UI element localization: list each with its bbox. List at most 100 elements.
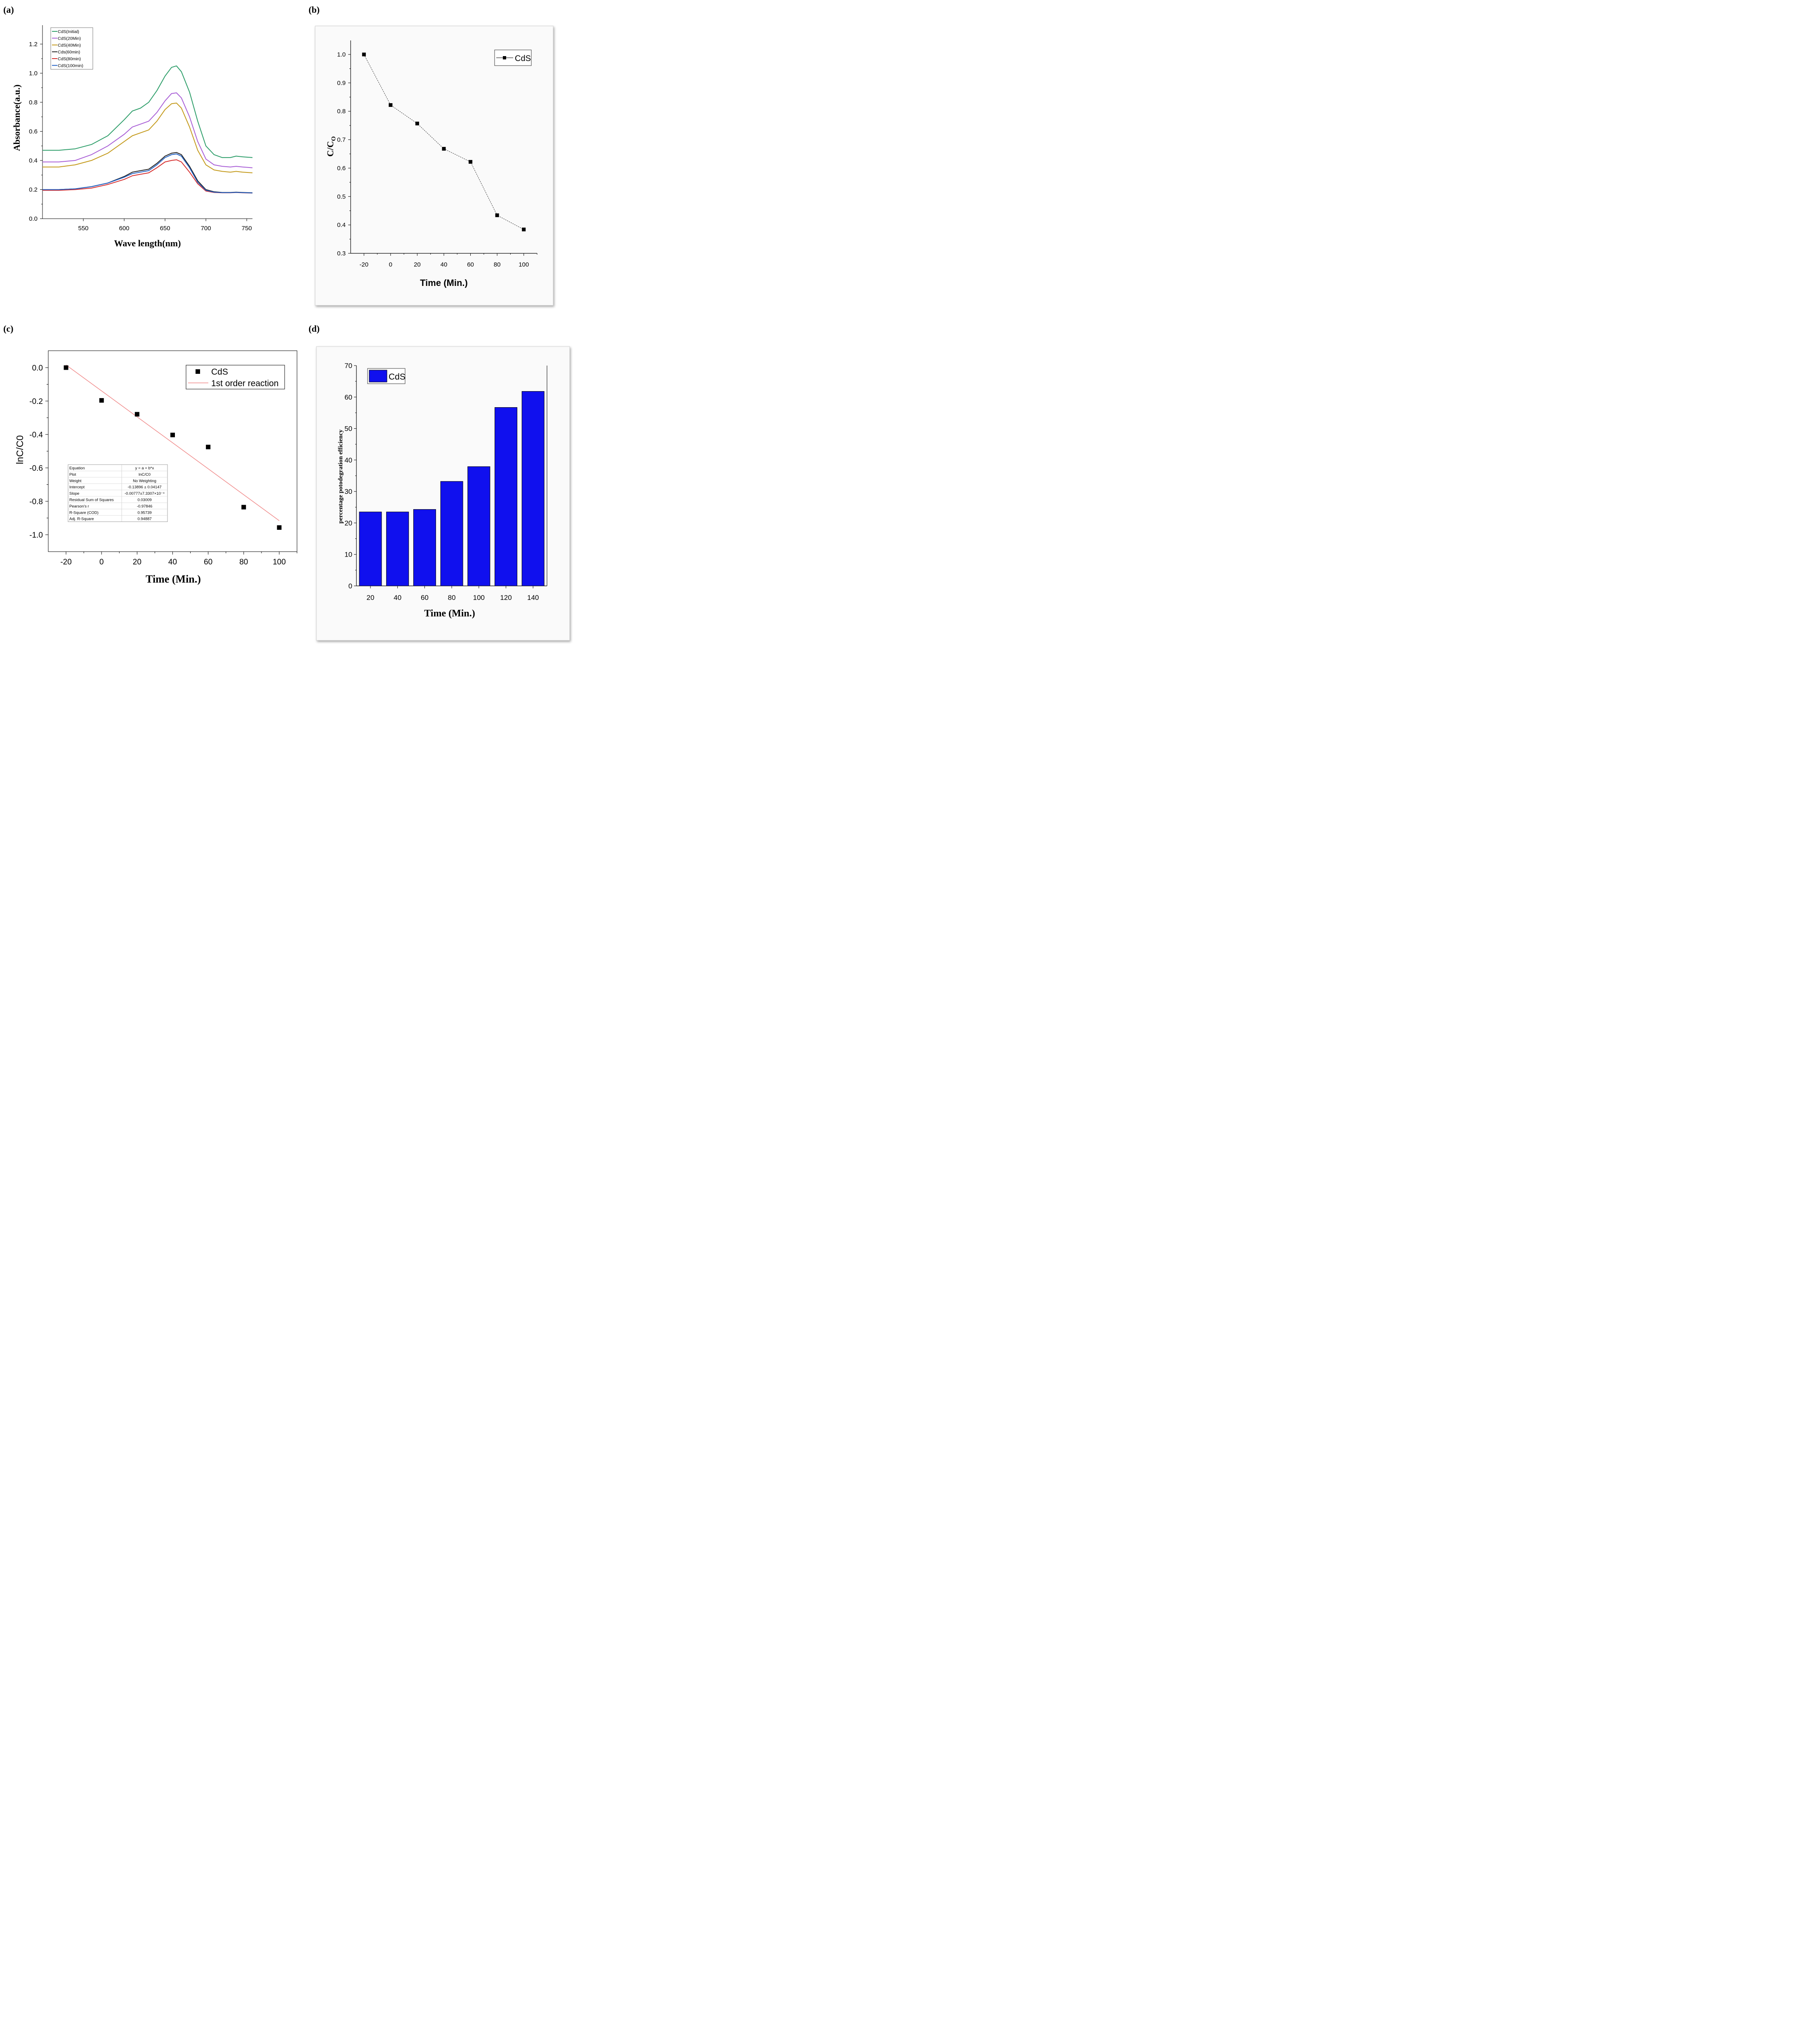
b-data-point bbox=[522, 227, 526, 231]
d-x-tick-label: 40 bbox=[394, 594, 401, 602]
b-data-point bbox=[389, 103, 393, 107]
b-x-tick-label: 0 bbox=[389, 261, 392, 268]
b-data-point bbox=[469, 160, 473, 164]
panel-label-a: (a) bbox=[3, 5, 14, 15]
b-x-tick-label: -20 bbox=[359, 261, 368, 268]
b-data-point bbox=[362, 52, 366, 57]
b-x-tick-label: 40 bbox=[441, 261, 448, 268]
c-fit-table-value: 0.94887 bbox=[137, 517, 151, 522]
c-fit-table-key: Adj. R-Square bbox=[69, 517, 94, 522]
d-bar bbox=[467, 466, 490, 586]
b-y-axis-subscript: O bbox=[330, 136, 337, 141]
c-fit-line bbox=[66, 364, 280, 521]
c-legend-marker bbox=[196, 369, 200, 374]
c-fit-table-value: lnC/C0 bbox=[139, 472, 151, 477]
c-data-point bbox=[170, 432, 175, 437]
a-series-line bbox=[42, 65, 253, 158]
b-x-tick-label: 20 bbox=[414, 261, 421, 268]
b-y-tick-label: 0.4 bbox=[337, 222, 346, 229]
d-x-tick-label: 120 bbox=[500, 594, 512, 602]
a-y-tick-label: 0.8 bbox=[29, 99, 38, 106]
c-fit-table-key: R-Square (COD) bbox=[69, 510, 99, 515]
c-data-point bbox=[241, 505, 246, 510]
chart-a: 0.0 0.2 0.4 0.6 0.8 1.0 1.2 550 600 650 700 750 Wave… bbox=[12, 25, 253, 248]
c-x-tick-label: 0 bbox=[99, 558, 104, 566]
a-y-tick-label: 0.0 bbox=[29, 215, 38, 222]
b-legend-label: CdS bbox=[515, 54, 531, 63]
a-legend-label: CdS(Initial) bbox=[58, 29, 79, 34]
d-y-tick-label: 40 bbox=[344, 456, 352, 464]
a-y-tick-label: 1.2 bbox=[29, 41, 38, 48]
c-fit-table-key: Slope bbox=[69, 491, 79, 496]
c-fit-table-key: Pearson's r bbox=[69, 504, 89, 509]
d-x-axis-title: Time (Min.) bbox=[424, 608, 475, 619]
c-y-tick-label: 0.0 bbox=[32, 364, 43, 373]
d-x-tick-label: 100 bbox=[473, 594, 485, 602]
c-x-tick-label: 80 bbox=[239, 558, 248, 566]
c-data-point bbox=[64, 365, 68, 370]
a-series-line bbox=[42, 102, 253, 173]
c-fit-table-value: 0.03009 bbox=[137, 498, 151, 503]
d-x-tick-label: 140 bbox=[527, 594, 539, 602]
d-y-tick-label: 10 bbox=[344, 551, 352, 559]
c-data-point bbox=[206, 444, 211, 449]
a-legend-label: CdS(20Min) bbox=[58, 36, 81, 41]
c-y-axis-title: lnC/C0 bbox=[14, 435, 25, 464]
c-legend-label-fit: 1st order reaction bbox=[211, 379, 278, 388]
a-x-tick-label: 700 bbox=[201, 225, 211, 232]
c-x-tick-label: 100 bbox=[273, 558, 286, 566]
c-y-tick-label: -1.0 bbox=[29, 531, 43, 540]
b-x-tick-label: 100 bbox=[519, 261, 529, 268]
a-y-axis-title: Absorbance(a.u.) bbox=[12, 85, 22, 151]
a-x-tick-label: 650 bbox=[160, 225, 170, 232]
a-y-tick-label: 0.6 bbox=[29, 128, 38, 135]
c-fit-table-value: -0.00777±7.3307×10⁻⁴ bbox=[125, 491, 165, 496]
d-legend-swatch bbox=[369, 370, 387, 382]
c-fit-table-key: Residual Sum of Squares bbox=[69, 498, 114, 503]
d-bar bbox=[386, 512, 409, 586]
figure-canvas: (a) (b) (c) (d) 0.0 0.2 0.4 0.6 0.8 1.0 1.2 550… bbox=[3, 5, 570, 641]
b-y-tick-label: 0.9 bbox=[337, 80, 346, 87]
c-fit-table bbox=[68, 464, 168, 522]
d-y-tick-label: 50 bbox=[344, 425, 352, 433]
b-y-tick-label: 0.6 bbox=[337, 165, 346, 172]
a-series-line bbox=[42, 153, 253, 194]
d-y-tick-label: 30 bbox=[344, 488, 352, 496]
a-y-tick-label: 0.4 bbox=[29, 157, 38, 164]
c-fit-table-value: 0.95739 bbox=[137, 510, 151, 515]
c-fit-table-key: Weight bbox=[69, 479, 82, 483]
c-fit-table-key: Intercept bbox=[69, 485, 85, 490]
c-x-axis-title: Time (Min.) bbox=[146, 573, 201, 585]
c-y-tick-label: -0.8 bbox=[29, 498, 43, 506]
c-data-point bbox=[134, 412, 139, 417]
c-fit-table-value: -0.13896 ± 0.04147 bbox=[127, 485, 161, 490]
d-x-tick-label: 80 bbox=[448, 594, 456, 602]
c-fit-table-value: No Weighting bbox=[133, 479, 156, 483]
a-series-line bbox=[42, 92, 253, 168]
panel-b-frame bbox=[315, 26, 554, 306]
b-data-point bbox=[442, 147, 446, 151]
d-x-tick-label: 60 bbox=[421, 594, 429, 602]
a-legend-label: CdS(100min) bbox=[58, 64, 83, 68]
c-data-point bbox=[277, 525, 282, 530]
c-fit-table-value: y = a + b*x bbox=[135, 466, 154, 471]
a-x-tick-label: 600 bbox=[119, 225, 130, 232]
d-y-tick-label: 60 bbox=[344, 393, 352, 401]
b-y-tick-label: 0.7 bbox=[337, 137, 346, 144]
c-legend-label-cds: CdS bbox=[211, 367, 228, 377]
figure: (a) (b) (c) (d) 0.0 0.2 0.4 0.6 0.8 1.0 1.2 550… bbox=[0, 0, 573, 646]
d-legend-label: CdS bbox=[389, 372, 406, 382]
b-y-tick-label: 0.5 bbox=[337, 193, 346, 200]
panel-label-d: (d) bbox=[309, 323, 320, 334]
c-y-tick-label: -0.6 bbox=[29, 464, 43, 473]
d-bar bbox=[521, 391, 545, 586]
c-x-tick-label: 60 bbox=[204, 558, 212, 566]
panel-label-b: (b) bbox=[309, 5, 320, 15]
c-fit-table-key: Plot bbox=[69, 472, 76, 477]
c-legend-box bbox=[186, 365, 285, 389]
b-y-tick-label: 1.0 bbox=[337, 51, 346, 58]
b-x-tick-label: 80 bbox=[494, 261, 501, 268]
a-x-tick-label: 550 bbox=[78, 225, 89, 232]
d-y-axis-title: percentage potodegration efficiency bbox=[337, 430, 344, 524]
c-x-tick-label: 40 bbox=[168, 558, 177, 566]
